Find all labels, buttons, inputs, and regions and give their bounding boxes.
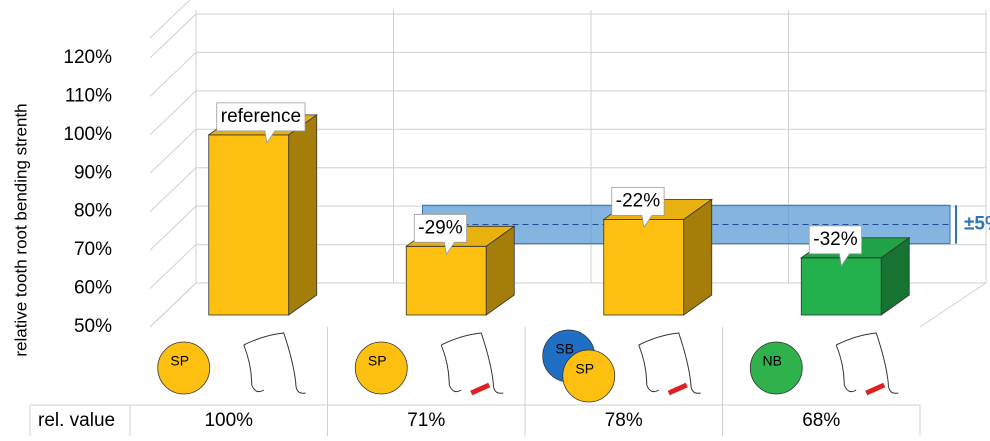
- bar-side: [288, 114, 318, 316]
- table-value: 71%: [407, 410, 445, 431]
- grid-line: [149, 282, 986, 328]
- callout: -22%: [611, 187, 665, 229]
- icon-circle: [562, 349, 616, 403]
- bar-side: [485, 225, 515, 316]
- y-axis-title: relative tooth root bending strenth: [11, 103, 30, 356]
- table-value: 68%: [802, 410, 840, 431]
- tooth-sketch: [835, 332, 899, 394]
- callout-text: -22%: [616, 190, 660, 211]
- icon-label: SP: [368, 353, 387, 369]
- bar-side: [683, 198, 713, 316]
- wall-edge: [149, 0, 191, 39]
- bar-front: [800, 257, 882, 316]
- grid-line: [149, 90, 986, 136]
- y-tick-label: 50%: [74, 316, 112, 337]
- icon-circle: [354, 341, 408, 395]
- icon-circle: [157, 341, 211, 395]
- table-row-label: rel. value: [38, 410, 115, 431]
- y-tick-label: 70%: [74, 239, 112, 260]
- grid-line: [149, 128, 986, 174]
- y-tick-label: 110%: [65, 85, 112, 106]
- callout: -29%: [413, 213, 468, 256]
- y-tick-label: 60%: [74, 278, 112, 299]
- icon-label: SP: [170, 353, 189, 369]
- icon-circle: [749, 341, 803, 395]
- floor-right: [919, 282, 987, 328]
- callout-text: -29%: [418, 217, 462, 238]
- y-tick-label: 120%: [63, 47, 112, 68]
- callout-box: [413, 213, 468, 256]
- bar-side: [880, 237, 910, 316]
- grid-line: [149, 51, 986, 97]
- tooth-sketch: [638, 332, 701, 394]
- band-label: ±5%: [964, 213, 990, 234]
- icon-label: SP: [575, 361, 594, 377]
- y-tick-label: 100%: [63, 124, 112, 145]
- root-mark: [470, 382, 491, 396]
- tooth-sketch: [243, 332, 306, 394]
- icon-label: SB: [555, 341, 574, 357]
- bar-front: [208, 134, 290, 316]
- root-mark: [667, 382, 688, 396]
- callout: -32%: [808, 225, 863, 267]
- grid-line: [149, 13, 986, 59]
- table-value: 100%: [204, 410, 253, 431]
- tooth-sketch: [440, 332, 504, 394]
- callout-text: -32%: [813, 229, 857, 250]
- callout-box: [611, 187, 665, 229]
- callout: reference: [216, 102, 306, 144]
- bar-front: [603, 218, 685, 316]
- y-tick-label: 80%: [74, 201, 112, 222]
- bar-front: [405, 245, 487, 316]
- callout-text: reference: [221, 106, 301, 127]
- callout-box: [216, 102, 306, 144]
- root-mark: [865, 382, 886, 396]
- grid-line: [149, 167, 986, 213]
- grid-line: [149, 244, 986, 289]
- table-value: 78%: [605, 410, 643, 431]
- y-tick-label: 90%: [74, 162, 112, 183]
- callout-box: [808, 225, 863, 267]
- icon-label: NB: [763, 353, 782, 369]
